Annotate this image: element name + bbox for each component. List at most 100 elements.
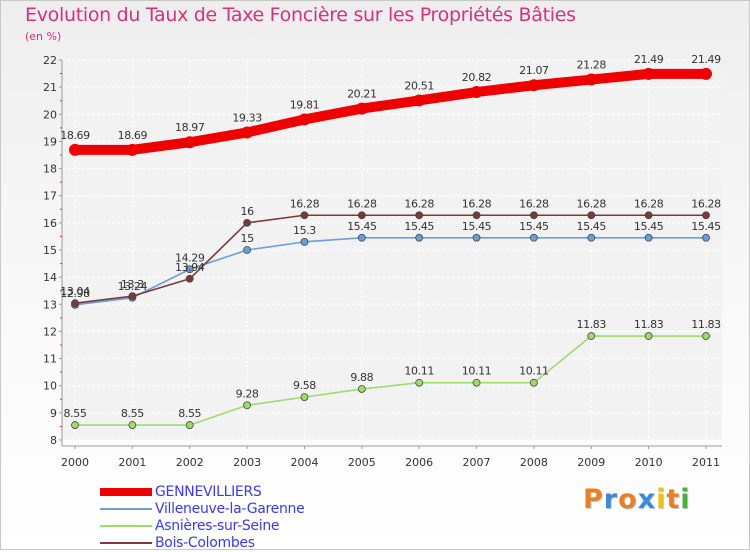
data-label: 8.55 <box>64 407 87 420</box>
data-label: 16.28 <box>519 197 549 210</box>
data-point <box>183 136 196 149</box>
data-point <box>644 332 653 340</box>
data-point <box>702 233 710 242</box>
y-axis-unit: (en %) <box>25 30 62 43</box>
data-label: 11.83 <box>577 318 607 331</box>
y-tick-label: 15 <box>43 244 57 257</box>
data-label: 15.45 <box>634 220 664 233</box>
data-point <box>69 143 81 156</box>
data-point <box>185 265 194 274</box>
data-point <box>587 211 596 220</box>
data-label: 21.49 <box>691 53 721 66</box>
data-label: 16.28 <box>462 197 492 210</box>
logo-letter: o <box>618 484 638 515</box>
data-point <box>241 126 254 139</box>
data-label: 18.69 <box>60 129 90 142</box>
logo-letter: r <box>603 484 619 515</box>
data-label: 16.28 <box>634 197 664 210</box>
data-label: 14.29 <box>175 251 205 264</box>
data-label: 10.11 <box>404 365 434 378</box>
data-label: 21.28 <box>577 59 607 72</box>
data-label: 9.88 <box>350 371 373 384</box>
data-label: 19.33 <box>232 111 262 124</box>
x-tick-label: 2008 <box>520 456 548 469</box>
data-label: 13.94 <box>175 261 205 274</box>
series-villeneuve-la-garenne: 12.98 13.24 14.29 15 15.3 15.45 15.45 15.45 15.4… <box>60 220 722 309</box>
data-label: 16.28 <box>691 197 721 210</box>
data-label: 16 <box>240 205 254 218</box>
data-point <box>702 211 710 220</box>
y-tick-label: 20 <box>43 108 57 121</box>
legend-swatch <box>100 508 152 510</box>
data-point <box>357 385 366 393</box>
data-point <box>527 79 540 92</box>
logo-letter: i <box>656 484 667 515</box>
legend-swatch <box>100 542 152 544</box>
logo-letter: P <box>583 484 604 515</box>
data-label: 20.21 <box>347 88 377 101</box>
y-tick-label: 19 <box>43 135 57 148</box>
data-point <box>702 332 710 340</box>
x-tick-label: 2010 <box>635 456 663 469</box>
data-point <box>587 233 596 242</box>
data-label: 19.81 <box>290 98 320 111</box>
x-tick-label: 2007 <box>463 456 491 469</box>
y-tick-label: 17 <box>43 190 57 203</box>
data-label: 13.3 <box>121 278 144 291</box>
data-point <box>415 233 424 242</box>
data-label: 16.28 <box>347 197 377 210</box>
series-asni-res-sur-seine: 8.55 8.55 8.55 9.28 9.58 9.88 10.11 10.11 10.11 1… <box>64 318 722 429</box>
legend-label: Asnières-sur-Seine <box>155 518 280 534</box>
x-tick-label: 2005 <box>348 456 376 469</box>
data-label: 15 <box>240 232 254 245</box>
data-point <box>357 233 366 242</box>
data-point <box>700 67 712 80</box>
data-label: 15.45 <box>462 220 492 233</box>
data-point <box>298 113 311 126</box>
data-label: 18.97 <box>175 121 205 134</box>
data-label: 21.07 <box>519 64 549 77</box>
y-tick-label: 14 <box>43 271 57 284</box>
data-point <box>470 86 483 99</box>
data-label: 18.69 <box>118 129 148 142</box>
data-label: 15.45 <box>404 220 434 233</box>
data-label: 15.45 <box>691 220 721 233</box>
data-label: 13.04 <box>60 285 90 298</box>
data-label: 16.28 <box>290 197 320 210</box>
series-line <box>70 68 711 155</box>
data-point <box>530 233 538 242</box>
x-tick-label: 2011 <box>692 456 720 469</box>
data-label: 10.11 <box>519 365 549 378</box>
data-label: 16.28 <box>404 197 434 210</box>
y-tick-label: 16 <box>43 217 57 230</box>
data-point <box>587 332 596 340</box>
data-point <box>642 67 655 80</box>
series-line <box>74 236 707 306</box>
legend-swatch <box>100 525 152 527</box>
x-tick-label: 2000 <box>61 456 89 469</box>
series-line <box>74 214 707 305</box>
data-label: 11.83 <box>634 318 664 331</box>
legend-label: Bois-Colombes <box>155 535 255 551</box>
data-label: 20.51 <box>404 79 434 92</box>
data-point <box>71 299 79 308</box>
logo-letter: x <box>637 484 657 515</box>
y-tick-label: 10 <box>43 380 57 393</box>
y-tick-label: 9 <box>50 407 57 420</box>
data-point <box>128 292 137 301</box>
y-tick-label: 11 <box>43 353 57 366</box>
data-label: 15.45 <box>577 220 607 233</box>
data-point <box>644 211 653 220</box>
data-label: 11.83 <box>691 318 721 331</box>
data-label: 20.82 <box>462 71 492 84</box>
series-gennevilliers: 18.69 18.69 18.97 19.33 19.81 20.21 20.51 20.82… <box>60 53 722 156</box>
data-point <box>185 421 194 429</box>
logo-letter: i <box>680 484 691 515</box>
data-label: 16.28 <box>577 197 607 210</box>
data-point <box>128 421 137 429</box>
data-point <box>472 378 481 387</box>
data-point <box>355 102 368 115</box>
data-label: 13.24 <box>118 280 148 293</box>
y-tick-label: 13 <box>43 298 57 311</box>
data-point <box>472 211 481 220</box>
